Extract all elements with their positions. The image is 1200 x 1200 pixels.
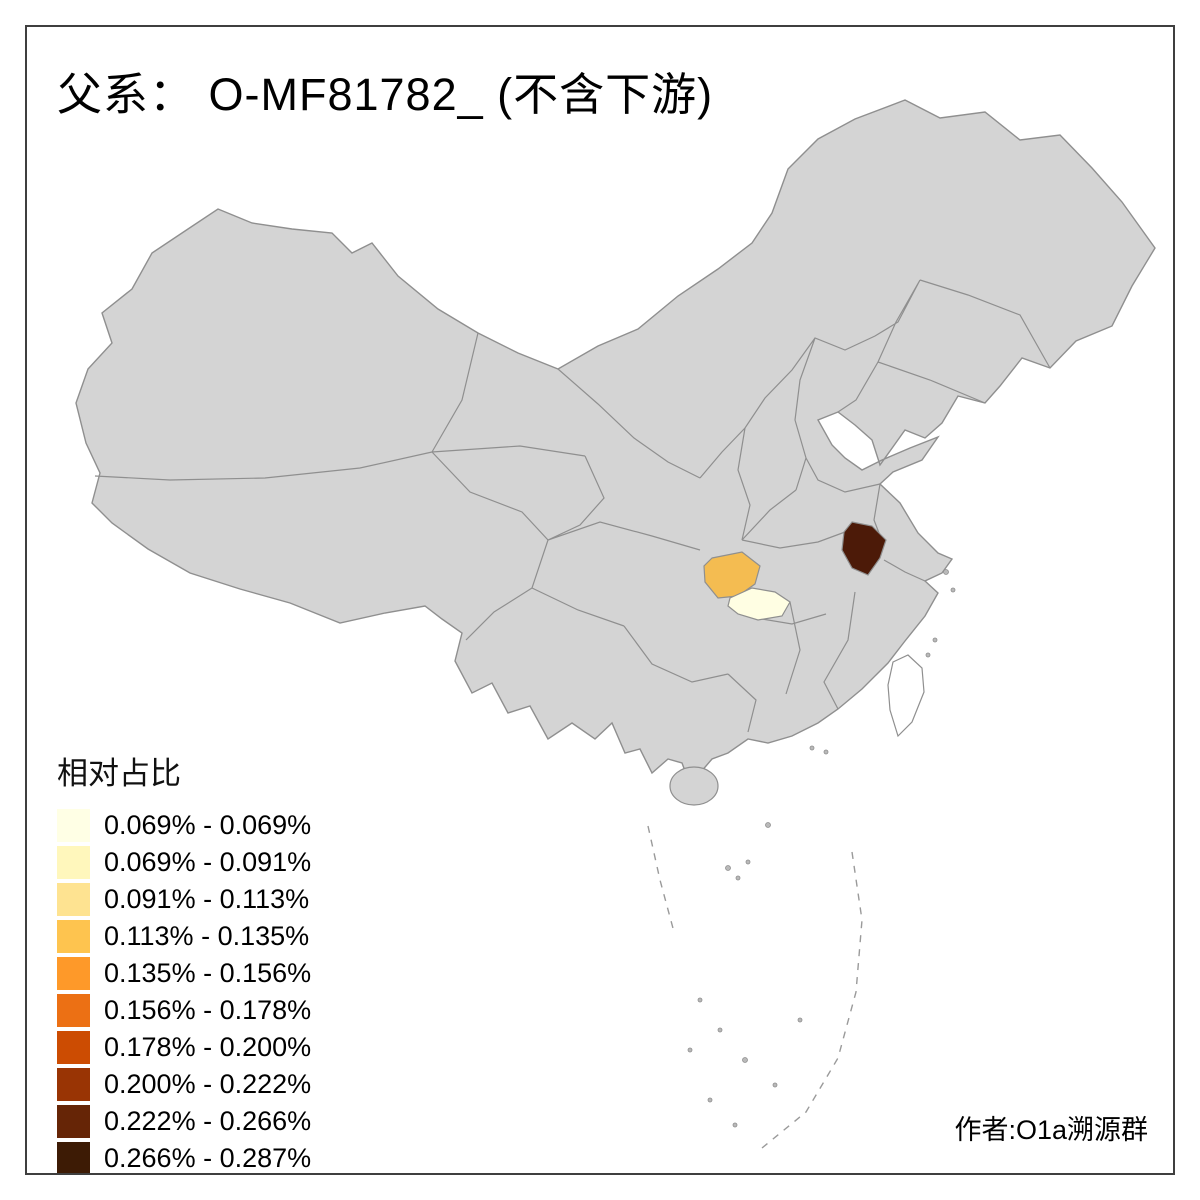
legend-item: 0.222% - 0.266% (57, 1103, 311, 1140)
legend-swatch (57, 883, 90, 916)
hainan-island (669, 766, 719, 806)
legend-label: 0.069% - 0.069% (104, 810, 312, 840)
legend-swatch (57, 1031, 90, 1064)
legend-item: 0.156% - 0.178% (57, 992, 311, 1029)
taiwan-island (887, 654, 925, 738)
legend-item: 0.178% - 0.200% (57, 1029, 311, 1066)
legend-item: 0.200% - 0.222% (57, 1066, 311, 1103)
legend-swatch (57, 920, 90, 953)
legend-swatch (57, 994, 90, 1027)
south-china-sea-islands (687, 569, 956, 1128)
legend-label: 0.156% - 0.178% (104, 995, 312, 1025)
mainland-outline (75, 99, 1156, 780)
legend-item: 0.069% - 0.091% (57, 844, 311, 881)
map-region-cream (727, 587, 791, 621)
legend-label: 0.135% - 0.156% (104, 958, 312, 988)
legend-label: 0.069% - 0.091% (104, 847, 312, 877)
legend-label: 0.113% - 0.135% (104, 921, 310, 951)
legend-label: 0.266% - 0.287% (104, 1143, 312, 1173)
province-borders (94, 279, 1051, 733)
legend-item: 0.069% - 0.069% (57, 807, 311, 844)
legend-swatch (57, 846, 90, 879)
legend-label: 0.200% - 0.222% (104, 1069, 312, 1099)
legend-item: 0.113% - 0.135% (57, 918, 311, 955)
nine-dash-line (647, 825, 863, 1149)
legend-label: 0.222% - 0.266% (104, 1106, 312, 1136)
legend-swatch (57, 1068, 90, 1101)
legend-label: 0.091% - 0.113% (104, 884, 310, 914)
legend-item: 0.135% - 0.156% (57, 955, 311, 992)
map-region-dark (841, 521, 887, 576)
legend-item: 0.266% - 0.287% (57, 1140, 311, 1177)
legend-label: 0.178% - 0.200% (104, 1032, 312, 1062)
legend-swatch (57, 1105, 90, 1138)
legend-swatch (57, 1142, 90, 1175)
legend-title: 相对占比 (57, 756, 181, 791)
legend-swatch (57, 957, 90, 990)
attribution: 作者:O1a溯源群 (954, 1115, 1148, 1145)
legend-swatch (57, 809, 90, 842)
legend-item: 0.091% - 0.113% (57, 881, 311, 918)
legend: 相对占比 0.069% - 0.069% 0.069% - 0.091% 0.0… (57, 748, 311, 1177)
page-title: 父系： O-MF81782_ (不含下游) (57, 69, 714, 120)
